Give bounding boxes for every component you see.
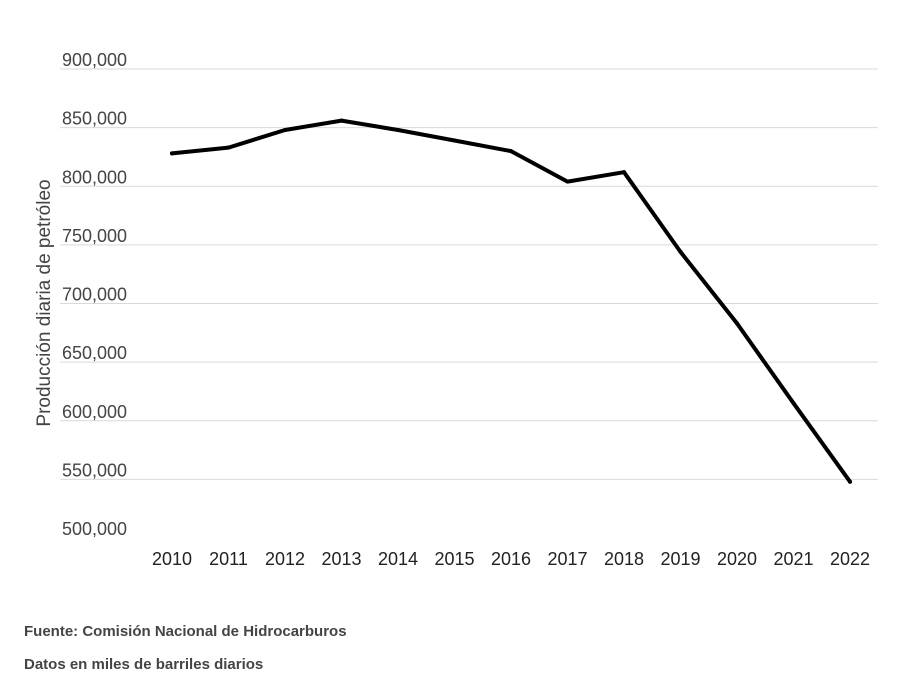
data-point [678,249,683,254]
x-tick-label: 2012 [265,549,305,569]
x-tick-label: 2015 [434,549,474,569]
data-point [622,170,626,175]
y-tick-label: 500,000 [62,519,127,539]
x-tick-label: 2011 [209,549,248,569]
data-point [452,138,457,143]
source-note: Fuente: Comisión Nacional de Hidrocarbur… [24,623,347,640]
x-tick-label: 2017 [547,549,587,569]
x-tick-label: 2014 [378,549,418,569]
x-tick-label: 2010 [152,549,192,569]
data-point [565,179,570,184]
data-point [509,149,513,154]
x-tick-label: 2022 [830,549,870,569]
y-tick-label: 600,000 [62,402,127,422]
gridlines [60,68,878,480]
y-tick-label: 800,000 [62,167,127,187]
data-point [170,151,174,156]
series-line [170,118,852,484]
x-tick-label: 2021 [773,549,813,569]
x-tick-label: 2019 [660,549,700,569]
units-note: Datos en miles de barriles diarios [24,656,264,673]
y-tick-label: 850,000 [62,109,127,129]
y-tick-label: 750,000 [62,226,127,246]
data-point [226,145,231,150]
x-tick-label: 2013 [321,549,361,569]
data-point [791,401,796,406]
data-point [848,479,852,484]
y-axis-ticks: 500,000 550,000 600,000 650,000 700,000 750,0… [62,50,127,539]
x-axis-ticks: 2010 2011 2012 2013 2014 2015 2016 2017 2018 2019… [152,549,870,569]
line-chart: 500,000 550,000 600,000 650,000 700,000 750,0… [34,50,878,569]
data-point [339,118,344,123]
data-point [735,321,739,326]
y-tick-label: 700,000 [62,285,127,305]
y-tick-label: 900,000 [62,50,127,70]
series-group [170,118,852,484]
y-tick-label: 650,000 [62,343,127,363]
data-point [283,127,287,132]
y-tick-label: 550,000 [62,460,127,480]
x-tick-label: 2018 [604,549,644,569]
x-tick-label: 2016 [491,549,531,569]
x-tick-label: 2020 [717,549,757,569]
data-point [396,127,400,132]
y-axis-label: Producción diaria de petróleo [34,179,55,426]
